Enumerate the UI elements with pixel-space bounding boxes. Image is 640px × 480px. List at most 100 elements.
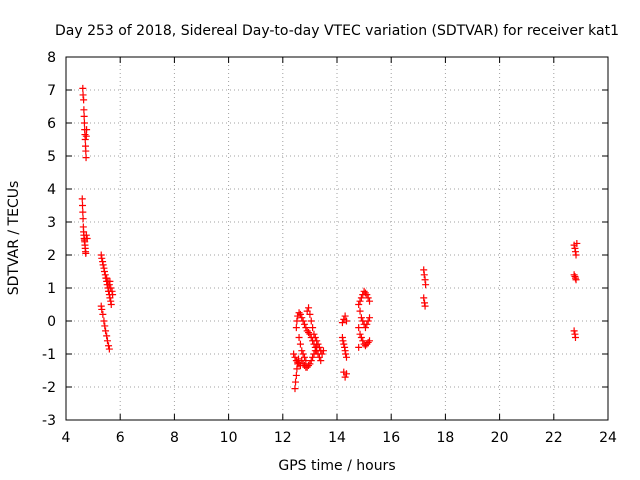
data-point-plus-marker — [298, 347, 306, 355]
data-points — [78, 84, 581, 393]
data-point-plus-marker — [342, 350, 350, 358]
x-tick-labels: 4 6 8 10 12 14 16 18 20 22 24 — [62, 430, 617, 446]
data-point-plus-marker — [300, 353, 308, 361]
data-point-plus-marker — [105, 342, 113, 350]
data-point-plus-marker — [302, 324, 310, 332]
data-point-plus-marker — [292, 324, 300, 332]
y-tick-label: 2 — [47, 248, 56, 264]
y-tick-label: -2 — [42, 380, 56, 396]
data-point-plus-marker — [571, 334, 579, 341]
data-point-plus-marker — [99, 310, 107, 318]
y-tick-label: 3 — [47, 215, 56, 231]
data-point-plus-marker — [305, 362, 313, 370]
y-axis-title: SDTVAR / TECUs — [6, 181, 22, 296]
grid-lines — [66, 57, 608, 420]
data-point-plus-marker — [421, 302, 429, 310]
data-point-plus-marker — [572, 276, 580, 284]
data-point-plus-marker — [342, 370, 350, 378]
data-point-plus-marker — [82, 231, 90, 239]
x-tick-label: 20 — [491, 430, 509, 446]
data-point-plus-marker — [293, 365, 301, 373]
x-tick-label: 4 — [62, 430, 71, 446]
data-point-plus-marker — [356, 297, 364, 305]
data-point-plus-marker — [305, 304, 313, 312]
data-point-plus-marker — [357, 294, 365, 302]
data-point-plus-marker — [82, 249, 90, 257]
data-point-plus-marker — [307, 317, 315, 325]
data-point-plus-marker — [80, 119, 88, 127]
data-point-plus-marker — [292, 371, 300, 379]
data-point-plus-marker — [366, 297, 374, 305]
data-point-plus-marker — [102, 327, 110, 335]
data-point-plus-marker — [309, 353, 317, 361]
data-point-plus-marker — [101, 322, 109, 330]
y-tick-label: 8 — [47, 50, 56, 66]
data-point-plus-marker — [422, 281, 430, 289]
data-point-plus-marker — [98, 254, 106, 262]
data-point-plus-marker — [355, 343, 363, 351]
data-point-plus-marker — [106, 277, 114, 285]
data-point-plus-marker — [310, 350, 318, 358]
y-tick-label: 0 — [47, 314, 56, 330]
x-tick-label: 8 — [170, 430, 179, 446]
data-point-plus-marker — [305, 329, 313, 337]
data-point-plus-marker — [570, 271, 578, 279]
data-point-plus-marker — [573, 239, 581, 247]
data-point-plus-marker — [341, 312, 349, 320]
data-point-plus-marker — [300, 320, 308, 328]
data-point-plus-marker — [356, 307, 364, 315]
data-point-plus-marker — [79, 215, 87, 223]
data-point-plus-marker — [79, 202, 87, 209]
x-tick-label: 14 — [328, 430, 346, 446]
y-tick-label: -3 — [42, 413, 56, 429]
y-tick-label: 7 — [47, 83, 56, 99]
data-point-plus-marker — [79, 208, 87, 216]
data-point-plus-marker — [78, 195, 86, 203]
data-point-plus-marker — [83, 235, 91, 242]
data-point-plus-marker — [313, 337, 321, 345]
plot-area-border — [65, 56, 609, 421]
data-point-plus-marker — [292, 378, 300, 386]
data-point-plus-marker — [342, 317, 350, 325]
data-point-plus-marker — [82, 147, 90, 155]
data-point-plus-marker — [80, 106, 88, 114]
x-tick-label: 10 — [220, 430, 238, 446]
data-point-plus-marker — [355, 324, 363, 332]
data-point-plus-marker — [99, 261, 107, 269]
data-point-plus-marker — [80, 96, 88, 104]
data-point-plus-marker — [361, 324, 369, 332]
chart-title: Day 253 of 2018, Sidereal Day-to-day VTE… — [55, 23, 619, 39]
data-point-plus-marker — [570, 327, 578, 335]
data-point-plus-marker — [361, 289, 369, 297]
data-point-plus-marker — [319, 347, 327, 355]
x-tick-label: 16 — [382, 430, 400, 446]
data-point-plus-marker — [366, 337, 374, 345]
data-point-plus-marker — [338, 319, 346, 327]
data-point-plus-marker — [296, 310, 304, 318]
data-point-plus-marker — [82, 132, 90, 140]
data-point-plus-marker — [355, 301, 363, 308]
data-point-plus-marker — [293, 317, 301, 325]
data-point-plus-marker — [295, 309, 303, 317]
x-tick-label: 6 — [116, 430, 125, 446]
data-point-plus-marker — [357, 334, 365, 341]
x-tick-label: 12 — [274, 430, 292, 446]
data-point-plus-marker — [80, 112, 88, 120]
data-point-plus-marker — [79, 84, 87, 92]
data-point-plus-marker — [295, 334, 303, 341]
y-tick-label: -1 — [42, 347, 56, 363]
data-point-plus-marker — [103, 274, 111, 282]
data-point-plus-marker — [363, 291, 371, 299]
data-point-plus-marker — [341, 373, 349, 381]
y-tick-label: 5 — [47, 149, 56, 165]
data-point-plus-marker — [306, 310, 314, 318]
data-point-plus-marker — [298, 314, 306, 322]
x-tick-label: 24 — [599, 430, 617, 446]
data-point-plus-marker — [81, 136, 89, 143]
data-point-plus-marker — [317, 357, 325, 365]
data-point-plus-marker — [366, 314, 374, 322]
data-point-plus-marker — [420, 271, 428, 279]
data-point-plus-marker — [107, 301, 115, 308]
data-point-plus-marker — [318, 350, 326, 358]
